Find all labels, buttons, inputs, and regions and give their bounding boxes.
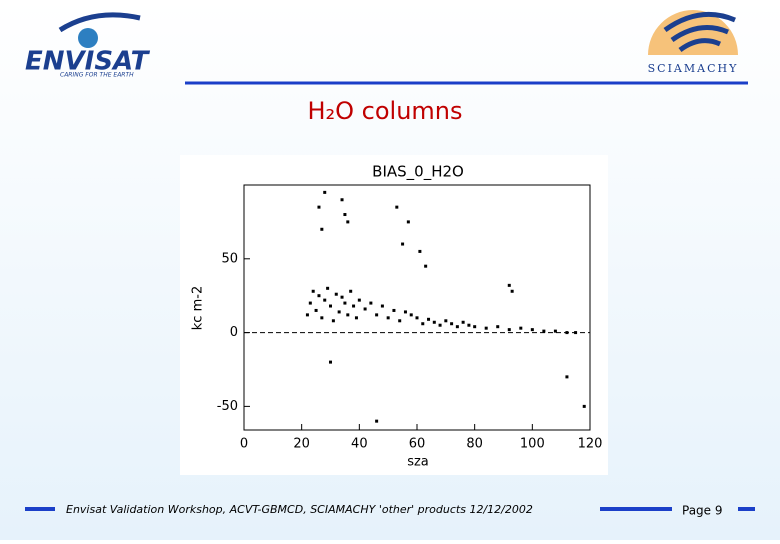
page-number: Page 9 [682,504,723,518]
x-tick-label: 120 [578,437,603,452]
point [352,304,356,308]
point [392,308,396,312]
point [519,326,523,330]
point [323,190,327,194]
point [418,249,422,253]
point [461,320,465,324]
point [346,313,350,317]
point [542,329,546,333]
point [329,304,332,308]
sciamachy-arcs [663,11,736,53]
point [311,289,315,293]
envisat-logo: ENVISAT [25,47,151,77]
logo-globe [78,28,98,48]
point [403,310,407,314]
point [340,198,344,202]
point [406,220,410,224]
point [507,283,511,287]
point [375,419,379,423]
point [484,326,488,330]
x-tick-label: 80 [466,437,483,452]
point [421,322,425,326]
x-tick-label: 40 [351,437,368,452]
point [565,331,569,335]
point [450,322,454,326]
point [326,286,330,290]
footer-text: Envisat Validation Workshop, ACVT-GBMCD,… [66,503,533,516]
point [323,298,327,302]
point [582,404,586,408]
point [317,294,321,298]
x-tick-label: 60 [409,437,426,452]
sciamachy-logo: SCIAMACHY [648,62,739,75]
point [337,310,341,314]
point [386,316,390,320]
point [553,329,557,333]
point [320,227,324,231]
x-tick-label: 20 [293,437,310,452]
x-axis-label: sza [407,455,429,470]
point [455,325,459,329]
point [369,301,373,305]
y-axis-label: kc m-2 [191,286,206,330]
point [340,295,344,299]
point [308,301,312,305]
point [432,320,436,324]
point [363,307,367,311]
envisat-tagline: CARING FOR THE EARTH [60,72,134,79]
point [343,301,347,305]
y-tick-label: 50 [221,251,238,266]
point [530,328,534,332]
point [444,319,448,323]
point [496,325,500,329]
point [331,319,335,323]
point [427,317,431,321]
point [395,205,399,209]
x-tick-label: 100 [520,437,545,452]
logo-swoosh [58,12,141,33]
point [380,304,384,308]
point [334,292,338,296]
point [346,220,350,224]
slide-heading: H₂O columns [307,97,462,125]
point [349,289,353,293]
point [424,264,428,268]
x-tick-label: 0 [240,437,248,452]
point [415,316,419,320]
chart-background [180,155,608,475]
point [343,213,347,217]
point [305,313,309,317]
point [375,313,379,317]
point [473,325,477,329]
point [320,316,324,320]
y-tick-label: -50 [217,399,238,414]
point [438,323,442,327]
point [467,323,471,327]
chart-title: BIAS_0_H2O [372,163,464,182]
point [329,360,332,364]
point [354,316,358,320]
point [398,319,402,323]
point [510,289,514,293]
point [409,313,413,317]
point [317,205,321,209]
point [401,242,405,246]
point [357,298,361,302]
point [314,308,318,312]
point [507,328,511,332]
y-tick-label: 0 [230,325,238,340]
point [565,375,569,379]
point [574,331,578,335]
